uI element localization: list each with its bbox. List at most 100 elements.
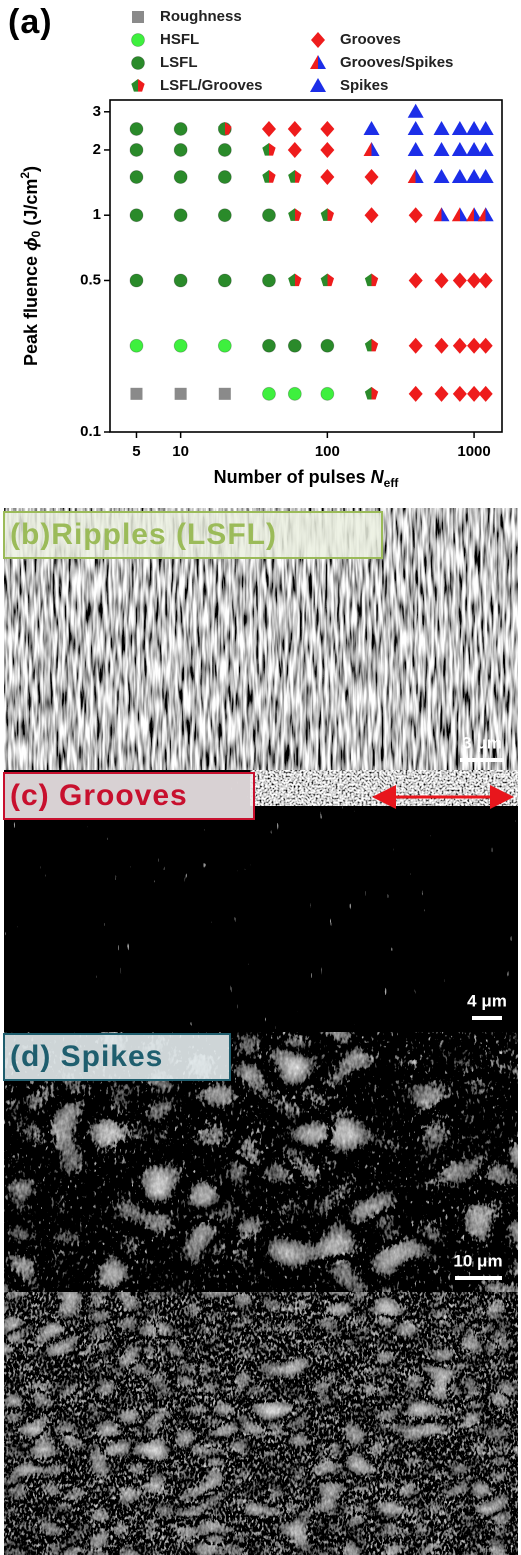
data-point xyxy=(409,338,423,354)
data-point xyxy=(365,387,378,400)
data-point xyxy=(174,122,187,135)
y-tick-label: 0.5 xyxy=(80,271,101,288)
y-axis-label: Peak fluence ϕ0 (J/cm2) xyxy=(18,166,43,366)
data-point xyxy=(262,170,275,183)
data-point xyxy=(479,272,493,288)
y-tick-label: 1 xyxy=(93,206,101,223)
data-point xyxy=(130,209,143,222)
scale-label: 3 μm xyxy=(462,733,502,752)
data-point xyxy=(288,170,301,183)
data-point xyxy=(409,207,423,223)
x-axis-label-part: Number of pulses xyxy=(214,467,371,487)
data-point xyxy=(435,272,449,288)
y-tick-label: 2 xyxy=(93,141,101,158)
plot-area xyxy=(130,104,494,402)
data-point xyxy=(321,339,334,352)
legend-label: Roughness xyxy=(160,8,242,25)
data-point xyxy=(365,273,378,286)
data-point xyxy=(262,387,275,400)
data-point xyxy=(434,169,450,183)
data-point xyxy=(218,171,231,184)
data-point xyxy=(321,273,334,286)
data-point xyxy=(130,171,143,184)
data-point xyxy=(288,142,302,158)
legend-label: Grooves xyxy=(340,31,401,48)
legend-marker xyxy=(132,34,145,47)
data-point xyxy=(130,143,143,156)
data-point xyxy=(218,143,231,156)
data-point xyxy=(408,104,424,118)
data-point xyxy=(320,142,334,158)
panel-label: (b)Ripples (LSFL) xyxy=(10,518,277,551)
data-point xyxy=(479,338,493,354)
data-point xyxy=(452,169,468,183)
data-point xyxy=(174,339,187,352)
legend-label: HSFL xyxy=(160,31,199,48)
data-point xyxy=(218,209,231,222)
data-point xyxy=(174,274,187,287)
data-point xyxy=(174,171,187,184)
data-point xyxy=(478,121,494,135)
x-tick-label: 1000 xyxy=(457,443,490,460)
data-point xyxy=(409,272,423,288)
legend-marker xyxy=(132,57,145,70)
legend-marker xyxy=(310,55,326,69)
data-point xyxy=(452,142,468,156)
data-point xyxy=(408,121,424,135)
data-point xyxy=(453,338,467,354)
data-point xyxy=(175,388,187,400)
data-point xyxy=(478,207,494,221)
data-point xyxy=(435,338,449,354)
sem-image xyxy=(250,770,518,806)
legend-marker xyxy=(311,32,325,48)
y-tick-label: 0.1 xyxy=(80,423,101,440)
data-point xyxy=(321,208,334,221)
data-point xyxy=(218,274,231,287)
data-point xyxy=(453,272,467,288)
sem-image xyxy=(4,1292,518,1555)
data-point xyxy=(365,339,378,352)
data-point xyxy=(174,143,187,156)
x-axis-label-part: eff xyxy=(384,476,400,490)
data-point xyxy=(262,339,275,352)
data-point xyxy=(453,386,467,402)
legend-marker xyxy=(131,79,144,92)
legend-label: Spikes xyxy=(340,77,388,94)
data-point xyxy=(218,122,231,135)
y-axis-label-part: ϕ xyxy=(21,237,41,251)
data-point xyxy=(478,142,494,156)
y-axis-label-part: (J/cm xyxy=(21,179,41,231)
data-point xyxy=(218,339,231,352)
data-point xyxy=(434,207,450,221)
data-point xyxy=(409,386,423,402)
legend-label: LSFL xyxy=(160,54,198,71)
data-point xyxy=(288,121,302,137)
legend-marker xyxy=(132,11,144,23)
x-tick-label: 5 xyxy=(132,443,140,460)
chart: 5 10 100 1000 0.1 0.5 1 2 3 Number of pulses Neff… xyxy=(18,8,502,490)
data-point xyxy=(365,169,379,185)
data-point xyxy=(288,208,301,221)
data-point xyxy=(288,339,301,352)
y-tick-label: 3 xyxy=(93,103,101,120)
data-point xyxy=(478,169,494,183)
data-point xyxy=(452,207,468,221)
x-axis-label: Number of pulses Neff xyxy=(214,467,400,490)
data-point xyxy=(408,142,424,156)
legend-label: LSFL/Grooves xyxy=(160,77,263,94)
x-tick-label: 10 xyxy=(172,443,189,460)
y-axis-label-part: Peak fluence xyxy=(21,251,41,366)
data-point xyxy=(320,121,334,137)
data-point xyxy=(262,209,275,222)
data-point xyxy=(130,122,143,135)
data-point xyxy=(452,121,468,135)
data-point xyxy=(288,273,301,286)
data-point xyxy=(262,121,276,137)
panel-label: (c) Grooves xyxy=(10,779,188,812)
data-point xyxy=(262,274,275,287)
data-point xyxy=(174,209,187,222)
data-point xyxy=(434,121,450,135)
legend-label: Grooves/Spikes xyxy=(340,54,453,71)
scale-label: 4 μm xyxy=(467,991,507,1010)
x-tick-label: 100 xyxy=(315,443,340,460)
